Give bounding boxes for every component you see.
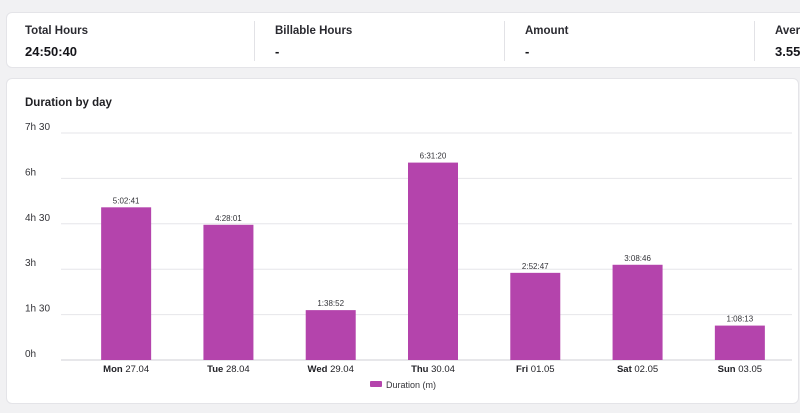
stat-value: 3.55 <box>775 44 800 59</box>
x-tick-date: 30.04 <box>431 364 455 375</box>
x-tick-date: 27.04 <box>125 364 149 375</box>
bar <box>305 310 356 360</box>
x-tick-date: 03.05 <box>738 364 762 375</box>
stat-label: Billable Hours <box>275 25 353 37</box>
stat-value: 24:50:40 <box>25 44 78 59</box>
stat-label: Total Hours <box>25 25 89 37</box>
stat-divider <box>754 21 755 61</box>
bar <box>612 264 663 360</box>
stat-average: Avera 3.55 <box>775 13 800 69</box>
y-tick-label: 6h <box>25 167 36 178</box>
bar-value-label: 5:02:41 <box>113 196 140 205</box>
stat-total-hours: Total Hours 24:50:40 <box>25 13 275 69</box>
stat-billable-hours: Billable Hours - <box>275 13 525 69</box>
y-tick-label: 0h <box>25 349 36 360</box>
x-tick-label: Fri 01.05 <box>516 364 555 375</box>
bar <box>203 224 254 360</box>
x-tick-day: Sat <box>617 364 634 375</box>
bar <box>101 207 152 360</box>
x-tick-day: Sun <box>718 364 739 375</box>
x-tick-day: Fri <box>516 364 531 375</box>
bar-value-label: 4:28:01 <box>215 214 242 223</box>
x-tick-label: Sun 03.05 <box>718 364 762 375</box>
x-tick-label: Mon 27.04 <box>103 364 149 375</box>
chart-card: Duration by day 0h 1h 30 3h 4h 30 6h 7h 30 5:0… <box>6 78 799 404</box>
x-tick-label: Tue 28.04 <box>207 364 250 375</box>
bar-value-label: 6:31:20 <box>420 152 447 161</box>
y-tick-label: 4h 30 <box>25 213 50 224</box>
legend-swatch <box>370 381 382 387</box>
stat-label: Avera <box>775 25 800 37</box>
bar-value-label: 3:08:46 <box>624 254 651 263</box>
stat-value: - <box>525 44 530 59</box>
duration-bar-chart: 0h 1h 30 3h 4h 30 6h 7h 30 5:02:41 Mon 27.04 4:2… <box>25 122 792 390</box>
x-tick-label: Wed 29.04 <box>308 364 354 375</box>
chart-title: Duration by day <box>25 97 112 109</box>
stat-amount: Amount - <box>525 13 775 69</box>
summary-card: Total Hours 24:50:40 Billable Hours - Am… <box>6 12 800 68</box>
legend-series-name: Duration <box>386 380 423 390</box>
bar <box>510 272 561 360</box>
x-tick-day: Mon <box>103 364 125 375</box>
x-tick-day: Thu <box>411 364 431 375</box>
x-tick-date: 01.05 <box>531 364 555 375</box>
stat-divider <box>254 21 255 61</box>
bar-value-label: 1:08:13 <box>727 315 754 324</box>
stat-divider <box>504 21 505 61</box>
y-tick-label: 7h 30 <box>25 122 50 133</box>
x-tick-date: 28.04 <box>226 364 250 375</box>
y-tick-label: 3h <box>25 258 36 269</box>
x-tick-day: Tue <box>207 364 226 375</box>
x-tick-day: Wed <box>308 364 331 375</box>
x-tick-date: 29.04 <box>330 364 354 375</box>
y-tick-label: 1h 30 <box>25 304 50 315</box>
bar <box>408 162 458 360</box>
stat-label: Amount <box>525 25 569 37</box>
bar-value-label: 2:52:47 <box>522 262 549 271</box>
x-tick-label: Sat 02.05 <box>617 364 658 375</box>
stat-value: - <box>275 44 280 59</box>
bar <box>714 325 765 360</box>
x-tick-date: 02.05 <box>634 364 658 375</box>
legend-unit: (m) <box>423 380 437 390</box>
legend-label: Duration (m) <box>386 380 436 390</box>
x-tick-label: Thu 30.04 <box>411 364 455 375</box>
bar-value-label: 1:38:52 <box>317 299 344 308</box>
